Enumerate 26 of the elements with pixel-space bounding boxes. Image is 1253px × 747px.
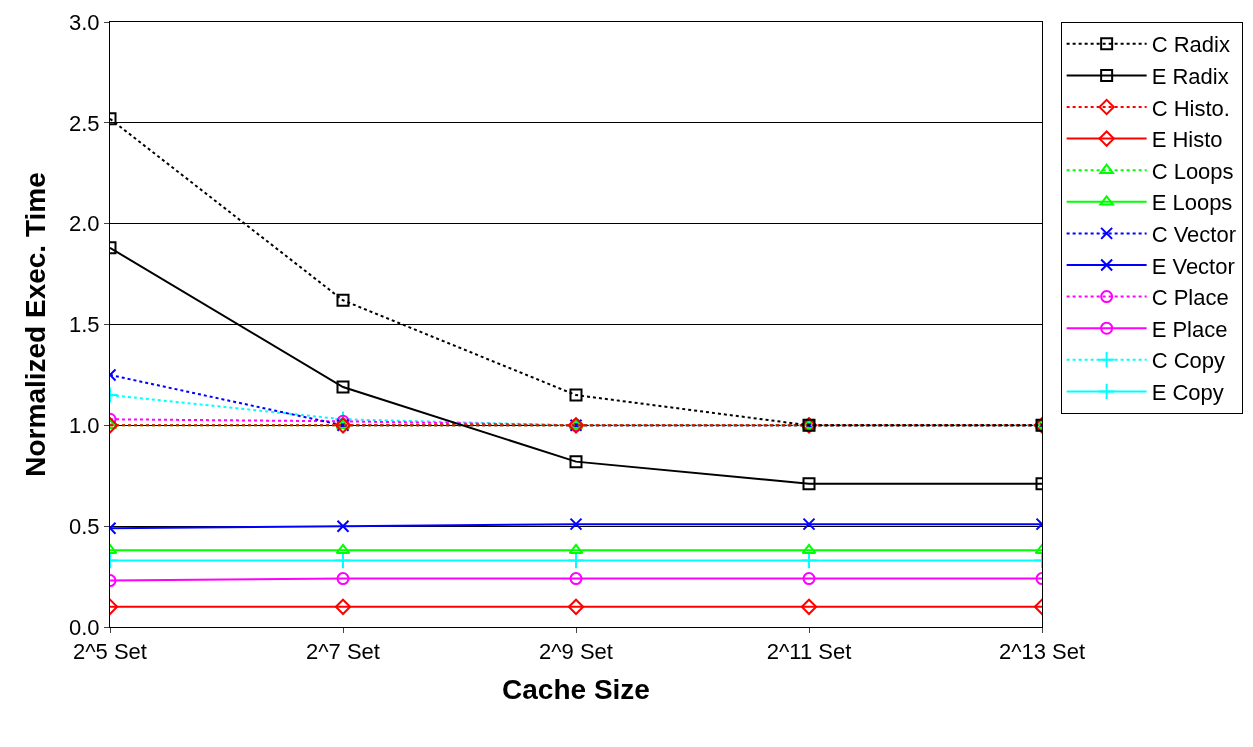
x-tick-label: 2^9 Set [539, 639, 613, 665]
legend-label: E Place [1151, 316, 1228, 342]
x-tick-label: 2^11 Set [766, 639, 852, 665]
y-tick-label: 2.5 [69, 110, 100, 136]
y-tick-label: 2.0 [69, 211, 100, 237]
x-tick-label: 2^13 Set [998, 639, 1086, 665]
legend-label: C Radix [1151, 32, 1230, 58]
legend-label: C Vector [1151, 221, 1237, 247]
legend-label: E Loops [1151, 190, 1233, 216]
y-tick-label: 3.0 [69, 9, 100, 35]
legend-label: C Place [1151, 285, 1229, 311]
legend-label: C Copy [1151, 348, 1225, 374]
y-tick-label: 1.5 [69, 312, 100, 338]
legend-label: C Histo. [1151, 95, 1230, 121]
legend-label: E Copy [1151, 379, 1224, 405]
legend-label: E Histo [1151, 127, 1223, 153]
legend-label: E Vector [1151, 253, 1235, 279]
x-axis-title: Cache Size [502, 673, 650, 705]
legend-label: E Radix [1151, 63, 1229, 89]
x-tick-label: 2^7 Set [306, 639, 380, 665]
y-tick-label: 1.0 [69, 413, 100, 439]
y-axis-title: Normalized Exec. Time [19, 172, 51, 477]
y-tick-label: 0.0 [69, 614, 100, 640]
legend-label: C Loops [1151, 158, 1234, 184]
x-tick-label: 2^5 Set [73, 639, 147, 665]
y-tick-label: 0.5 [69, 513, 100, 539]
